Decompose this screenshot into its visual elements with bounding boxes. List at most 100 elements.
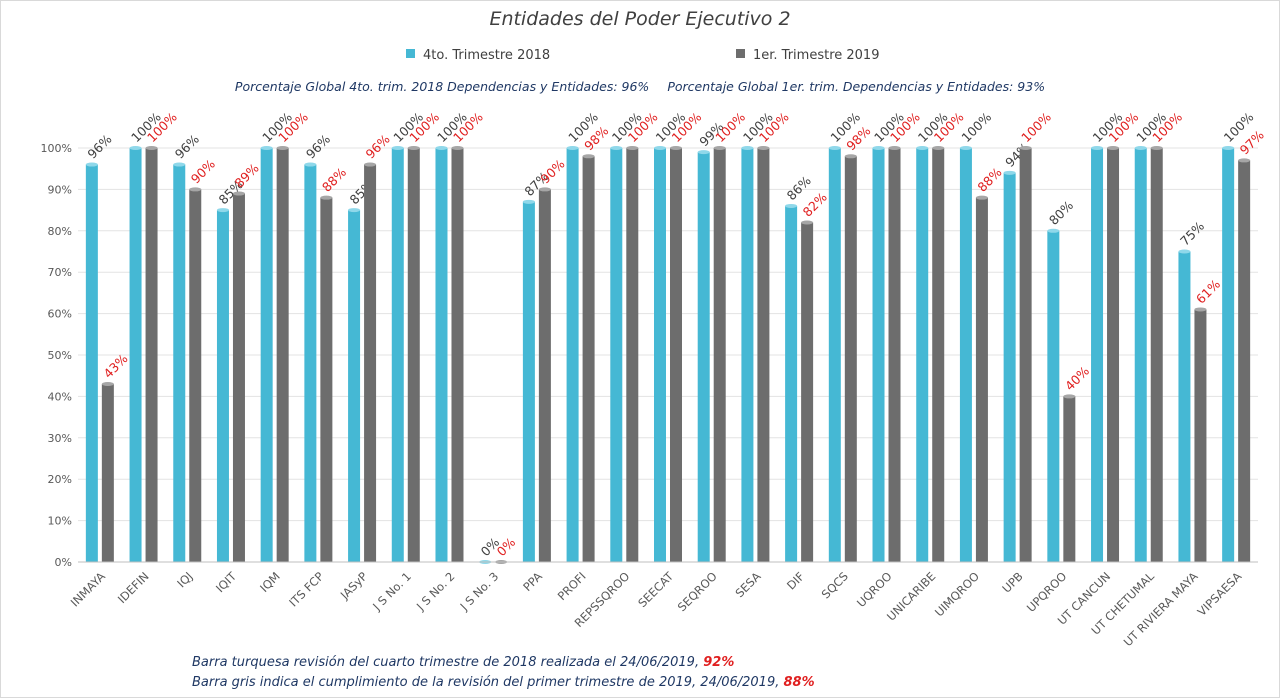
- bar-ut-riviera-maya-2019: [1194, 309, 1207, 562]
- x-tick-label-its-fcp: ITS FCP: [286, 569, 326, 609]
- x-tick-label-j-s-no-1: J S No. 1: [369, 569, 414, 614]
- bar-iqj-2018: [173, 164, 186, 562]
- legend-swatch-2019: [736, 49, 745, 58]
- bar-cap-vipsaesa-2019: [1238, 158, 1251, 163]
- bar-inmaya-2019: [101, 383, 114, 562]
- bar-j-s-no-2-2018: [435, 148, 448, 562]
- x-tick-label-seecat: SEECAT: [635, 569, 677, 611]
- y-tick-label-10: 10%: [48, 515, 72, 528]
- data-label-its-fcp-2018: 96%: [303, 131, 333, 161]
- bar-vipsaesa-2019: [1238, 160, 1251, 563]
- bar-cap-its-fcp-2019: [320, 195, 333, 200]
- bar-cap-dif-2019: [801, 220, 814, 225]
- bar-cap-uqroo-2018: [872, 146, 885, 150]
- x-tick-label-j-s-no-2: J S No. 2: [413, 569, 458, 614]
- x-tick-label-jasyp: JASyP: [337, 569, 370, 602]
- bar-repssqroo-2019: [626, 148, 639, 562]
- bar-cap-seqroo-2019: [713, 146, 726, 150]
- bar-seqroo-2019: [713, 148, 726, 562]
- bar-cap-iqit-2019: [232, 191, 245, 196]
- bar-upb-2018: [1003, 172, 1016, 562]
- bar-cap-unicaribe-2018: [916, 146, 929, 150]
- bar-ut-riviera-maya-2018: [1178, 251, 1191, 562]
- bar-cap-seecat-2018: [654, 146, 666, 150]
- data-label-uimqroo-2019: 88%: [974, 164, 1004, 194]
- bar-iqm-2019: [276, 148, 289, 562]
- bar-cap-idefin-2018: [129, 146, 142, 150]
- bar-cap-j-s-no-2-2018: [435, 146, 448, 150]
- bar-iqj-2019: [189, 189, 202, 562]
- bar-upqroo-2019: [1063, 396, 1076, 562]
- legend-label-2018: 4to. Trimestre 2018: [423, 48, 551, 63]
- data-label-upb-2019: 100%: [1018, 109, 1054, 145]
- bar-vipsaesa-2018: [1222, 148, 1235, 562]
- bar-j-s-no-1-2019: [407, 148, 420, 562]
- bar-jasyp-2019: [364, 164, 377, 562]
- bar-idefin-2019: [145, 148, 158, 562]
- data-label-upqroo-2018: 80%: [1046, 198, 1076, 228]
- bar-seecat-2019: [670, 148, 682, 562]
- chart-title: Entidades del Poder Ejecutivo 2: [489, 8, 791, 30]
- bar-cap-j-s-no-1-2018: [391, 146, 404, 150]
- y-tick-label-0: 0%: [55, 556, 72, 569]
- x-tick-label-sqcs: SQCS: [819, 569, 851, 601]
- y-tick-label-30: 30%: [48, 432, 72, 445]
- y-tick-label-50: 50%: [48, 349, 72, 362]
- footnote-2019-percentage: 88%: [783, 675, 815, 690]
- x-tick-label-upqroo: UPQROO: [1024, 569, 1070, 615]
- bar-cap-iqj-2019: [189, 187, 202, 192]
- bar-iqm-2018: [260, 148, 273, 562]
- y-tick-label-20: 20%: [48, 473, 72, 486]
- bar-cap-sesa-2019: [757, 146, 770, 150]
- bar-cap-dif-2018: [785, 203, 798, 208]
- x-tick-label-idefin: IDEFIN: [115, 569, 152, 606]
- bar-ppa-2019: [538, 189, 551, 562]
- bar-cap-upb-2018: [1003, 170, 1016, 175]
- bar-its-fcp-2019: [320, 197, 333, 562]
- bar-cap-seqroo-2018: [697, 150, 710, 155]
- bar-cap-inmaya-2018: [85, 162, 98, 167]
- x-tick-label-upb: UPB: [999, 569, 1025, 595]
- bar-cap-ut-chetumal-2019: [1150, 146, 1163, 150]
- bar-profi-2018: [566, 148, 579, 562]
- bar-cap-iqm-2019: [276, 146, 289, 150]
- bar-cap-vipsaesa-2018: [1222, 146, 1235, 150]
- bar-dif-2018: [785, 205, 798, 562]
- x-tick-label-iqit: IQIT: [213, 569, 240, 596]
- y-tick-label-70: 70%: [48, 266, 72, 279]
- bar-sesa-2019: [757, 148, 770, 562]
- bar-cap-idefin-2019: [145, 146, 158, 150]
- bar-cap-ppa-2018: [522, 199, 535, 204]
- footnote-2018-percentage: 92%: [703, 655, 735, 670]
- y-tick-label-40: 40%: [48, 390, 72, 403]
- footnote-2019-text: Barra gris indica el cumplimiento de la …: [192, 675, 780, 690]
- x-tick-label-seqroo: SEQROO: [675, 569, 720, 614]
- bar-inmaya-2018: [85, 164, 98, 562]
- data-label-ut-riviera-maya-2019: 61%: [1193, 276, 1223, 306]
- bar-uqroo-2018: [872, 148, 885, 562]
- bar-ut-cancun-2018: [1091, 148, 1104, 562]
- data-label-uimqroo-2018: 100%: [958, 109, 994, 145]
- y-tick-label-60: 60%: [48, 308, 72, 321]
- data-label-ut-riviera-maya-2018: 75%: [1177, 218, 1207, 248]
- bar-upb-2019: [1019, 148, 1032, 562]
- data-label-inmaya-2018: 96%: [84, 131, 114, 161]
- y-tick-label-100: 100%: [41, 142, 72, 155]
- bar-sqcs-2018: [828, 148, 841, 562]
- bar-cap-ppa-2019: [538, 187, 551, 192]
- bar-cap-j-s-no-2-2019: [451, 146, 464, 150]
- bar-cap-ut-riviera-maya-2018: [1178, 249, 1191, 254]
- bar-cap-uqroo-2019: [888, 146, 901, 150]
- bar-profi-2019: [582, 156, 595, 562]
- bar-cap-jasyp-2019: [364, 162, 377, 167]
- bar-cap-profi-2019: [582, 154, 595, 159]
- x-tick-label-ppa: PPA: [520, 569, 545, 594]
- data-label-iqj-2019: 90%: [188, 156, 218, 186]
- bar-cap-ut-cancun-2018: [1091, 146, 1104, 150]
- x-tick-label-profi: PROFI: [555, 569, 589, 603]
- bar-ut-chetumal-2019: [1150, 148, 1163, 562]
- bar-iqit-2019: [232, 193, 245, 563]
- bar-seecat-2018: [654, 148, 666, 562]
- bar-sesa-2018: [741, 148, 754, 562]
